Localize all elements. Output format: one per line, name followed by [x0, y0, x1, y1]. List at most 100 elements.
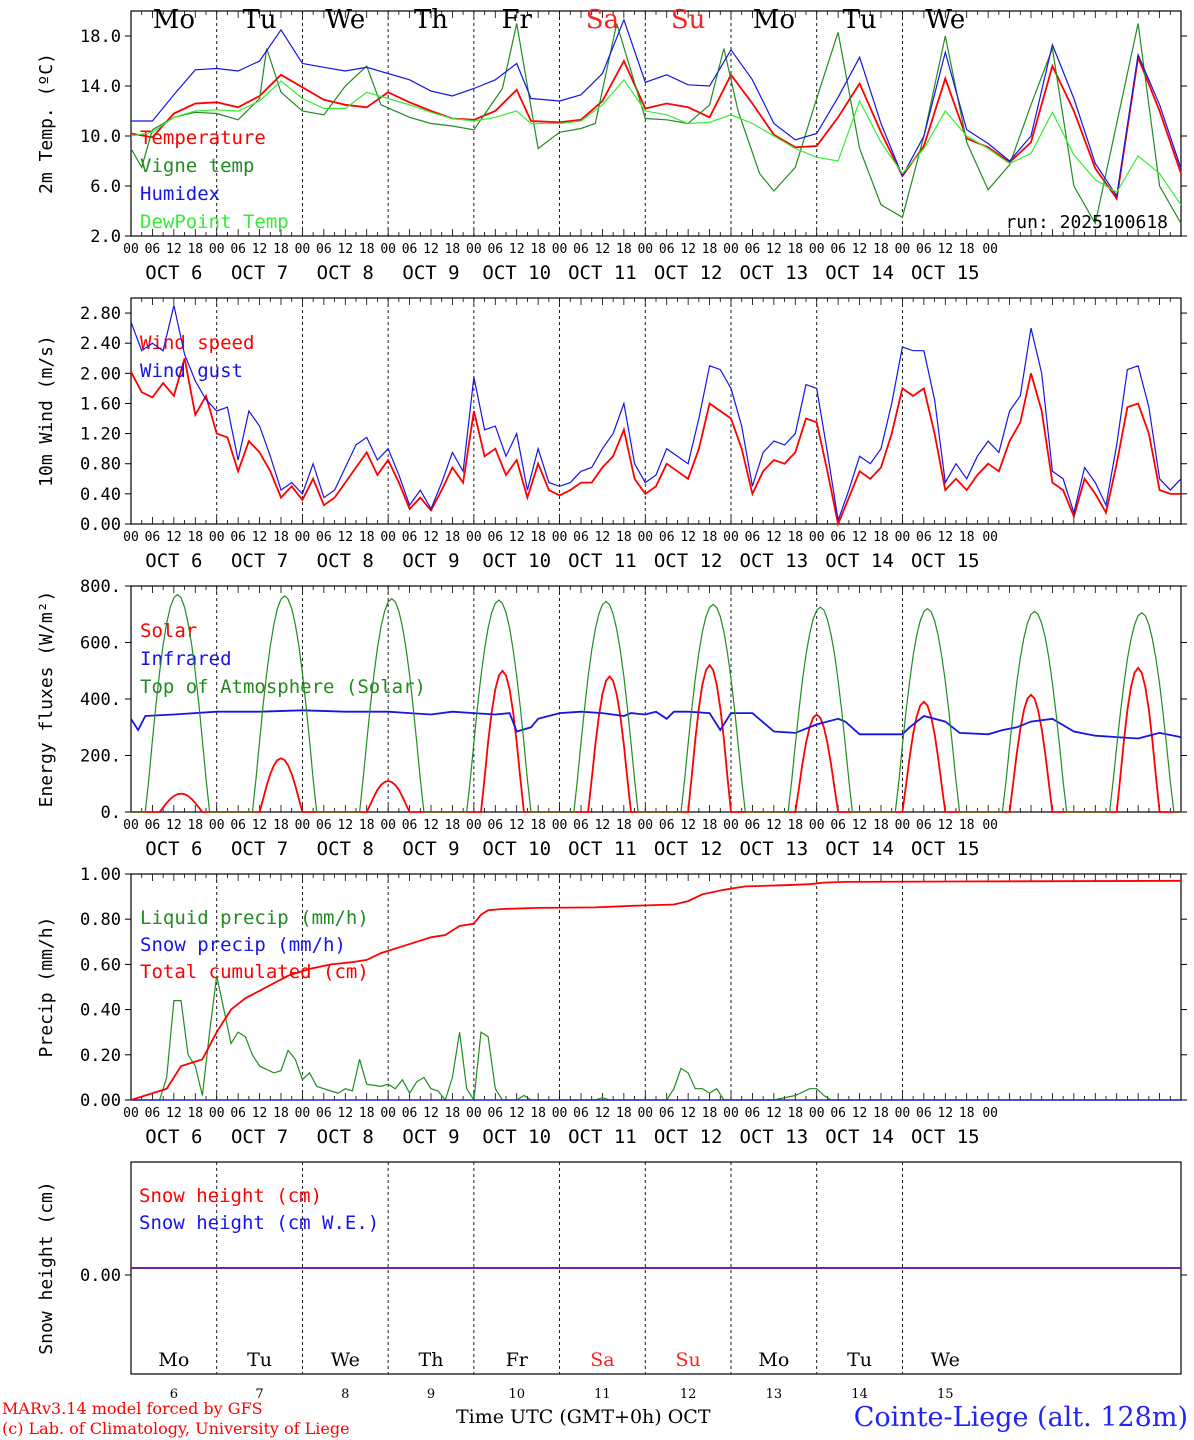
top-weekday-label: We [925, 5, 965, 35]
hour-label: 00 [809, 818, 825, 833]
hour-label: 12 [766, 1106, 782, 1121]
bottom-day-number: 15 [937, 1387, 954, 1402]
top-weekday-label: Th [414, 5, 448, 35]
y-tick-label: 0.60 [80, 955, 121, 975]
panel-4-ylabel: Precip (mm/h) [36, 917, 57, 1058]
hour-label: 00 [466, 530, 482, 545]
date-label: OCT 11 [568, 262, 637, 284]
hour-label: 00 [209, 1106, 225, 1121]
date-label: OCT 12 [654, 262, 723, 284]
hour-label: 18 [445, 1106, 461, 1121]
hour-label: 06 [916, 1106, 932, 1121]
hour-label: 00 [723, 242, 739, 257]
bottom-day-number: 10 [508, 1387, 525, 1402]
hour-label: 00 [895, 1106, 911, 1121]
hour-label: 06 [487, 1106, 503, 1121]
date-label: OCT 14 [825, 1126, 894, 1148]
hour-label: 18 [359, 818, 375, 833]
hour-label: 12 [766, 530, 782, 545]
date-label: OCT 7 [231, 262, 288, 284]
y-tick-label: 0.00 [80, 515, 121, 535]
hour-label: 06 [830, 818, 846, 833]
hour-label: 12 [423, 1106, 439, 1121]
hour-label: 12 [166, 530, 182, 545]
hour-label: 00 [380, 818, 396, 833]
hour-label: 06 [916, 242, 932, 257]
bottom-weekday-label: Mo [758, 1349, 789, 1371]
series-line-total-cumulated-cm- [130, 879, 1182, 1101]
hour-label: 12 [252, 1106, 268, 1121]
hour-label: 00 [982, 1106, 998, 1121]
hour-label: 06 [830, 242, 846, 257]
hour-label: 12 [766, 818, 782, 833]
hour-label: 18 [187, 1106, 203, 1121]
hour-label: 00 [895, 242, 911, 257]
legend-entry: Solar [140, 620, 197, 642]
y-tick-label: 10.0 [80, 127, 121, 147]
date-label: OCT 7 [231, 550, 288, 572]
y-tick-label: 6.0 [90, 177, 121, 197]
hour-label: 18 [873, 1106, 889, 1121]
hour-label: 18 [445, 242, 461, 257]
hour-label: 00 [982, 242, 998, 257]
y-tick-label: 1.20 [80, 425, 121, 445]
hour-label: 12 [509, 530, 525, 545]
hour-label: 12 [423, 818, 439, 833]
hour-label: 06 [487, 242, 503, 257]
bottom-day-number: 6 [170, 1387, 178, 1402]
hour-label: 00 [295, 242, 311, 257]
hour-label: 18 [787, 242, 803, 257]
hour-label: 18 [959, 242, 975, 257]
top-weekday-label: Fr [501, 5, 532, 35]
hour-label: 06 [230, 530, 246, 545]
date-label: OCT 13 [740, 1126, 809, 1148]
hour-label: 18 [273, 1106, 289, 1121]
hour-label: 12 [509, 818, 525, 833]
hour-label: 06 [230, 1106, 246, 1121]
y-tick-label: 18.0 [80, 27, 121, 47]
hour-label: 00 [637, 530, 653, 545]
hour-label: 00 [123, 530, 139, 545]
hour-label: 06 [745, 530, 761, 545]
hour-label: 06 [659, 242, 675, 257]
date-label: OCT 8 [317, 838, 374, 860]
date-label: OCT 14 [825, 838, 894, 860]
hour-label: 00 [552, 530, 568, 545]
hour-label: 12 [337, 242, 353, 257]
hour-label: 12 [166, 242, 182, 257]
hour-label: 00 [809, 1106, 825, 1121]
bottom-weekday-label: We [931, 1349, 960, 1371]
date-label: OCT 11 [568, 550, 637, 572]
date-label: OCT 9 [402, 1126, 459, 1148]
hour-label: 00 [637, 818, 653, 833]
hour-label: 18 [616, 1106, 632, 1121]
hour-label: 12 [423, 530, 439, 545]
panel-5-ylabel: Snow height (cm) [36, 1181, 57, 1354]
hour-label: 12 [166, 1106, 182, 1121]
hour-label: 06 [573, 242, 589, 257]
date-label: OCT 9 [402, 838, 459, 860]
hour-label: 12 [509, 242, 525, 257]
hour-label: 18 [445, 530, 461, 545]
hour-label: 12 [166, 818, 182, 833]
series-line-liquid-precip-mm-h- [131, 975, 1181, 1102]
hour-label: 18 [530, 530, 546, 545]
hour-label: 00 [723, 1106, 739, 1121]
hour-label: 00 [380, 242, 396, 257]
hour-label: 18 [616, 530, 632, 545]
y-tick-label: 1.60 [80, 394, 121, 414]
hour-label: 12 [252, 530, 268, 545]
legend-entry: Temperature [140, 127, 266, 149]
date-label: OCT 14 [825, 262, 894, 284]
legend-entry: Snow precip (mm/h) [140, 934, 346, 956]
date-label: OCT 8 [317, 1126, 374, 1148]
top-weekday-label: Su [671, 5, 706, 35]
panel-1-frame [130, 10, 1182, 237]
hour-label: 06 [402, 242, 418, 257]
hour-label: 18 [702, 818, 718, 833]
panel-2-ylabel: 10m Wind (m/s) [36, 335, 57, 487]
hour-label: 12 [937, 818, 953, 833]
hour-label: 12 [337, 1106, 353, 1121]
bottom-weekday-label: We [331, 1349, 360, 1371]
